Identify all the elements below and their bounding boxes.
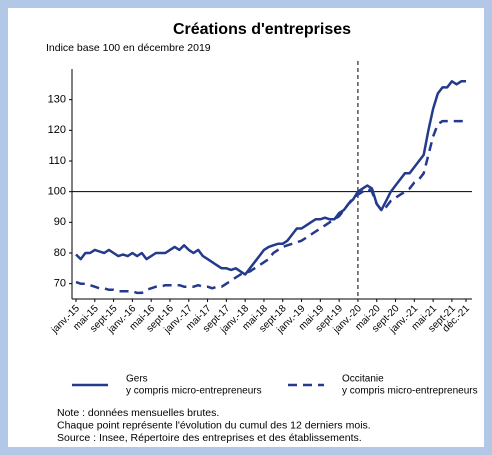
y-tick-label: 80	[54, 247, 66, 259]
chart-subtitle: Indice base 100 en décembre 2019	[46, 42, 211, 54]
chart-title: Créations d'entreprises	[173, 21, 351, 38]
series-line	[75, 80, 466, 276]
note: Source : Insee, Répertoire des entrepris…	[57, 432, 362, 444]
y-tick-label: 130	[48, 94, 66, 106]
note: Chaque point représente l'évolution du c…	[57, 419, 371, 431]
y-tick-label: 120	[48, 124, 66, 136]
note: Note : données mensuelles brutes.	[57, 407, 219, 419]
legend-label: Gers	[126, 374, 148, 385]
y-tick-label: 90	[54, 216, 66, 228]
legend-sublabel: y compris micro-entrepreneurs	[126, 386, 262, 397]
legend-sublabel: y compris micro-entrepreneurs	[342, 386, 478, 397]
y-tick-label: 110	[48, 155, 66, 167]
legend-label: Occitanie	[342, 374, 384, 385]
y-tick-label: 70	[54, 278, 66, 290]
series-line	[75, 119, 466, 295]
y-tick-label: 100	[48, 186, 66, 198]
panel	[8, 8, 484, 447]
